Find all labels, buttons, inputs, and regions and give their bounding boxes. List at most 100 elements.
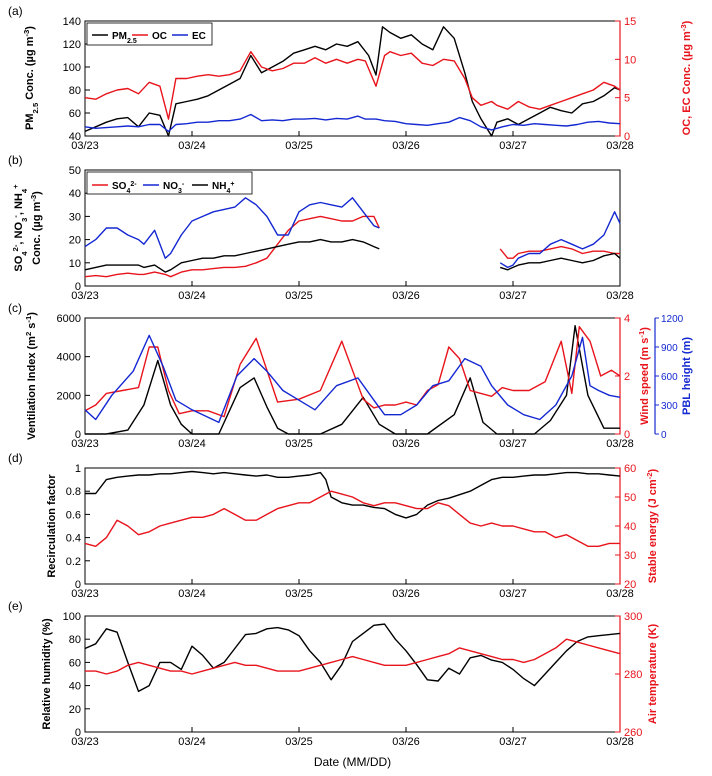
panel-e: (e) 03/23 03/24 03/25 03/26 03/27 03/28 0 20 40 60… [8, 599, 642, 748]
x-tick-label-d-4: 03/27 [499, 588, 527, 600]
y-right-tick-label-e-1: 280 [624, 669, 642, 681]
y-left-title-b1-part: , NH [13, 193, 25, 215]
y-left-tick-label-d-5: 1 [75, 463, 81, 475]
y-left-tick-label-b-2: 20 [69, 235, 81, 247]
x-tick-label-d-3: 03/26 [392, 588, 420, 600]
y-right-title-a: OC, EC Conc. (µg m-3) [679, 20, 694, 135]
y-right-title-d-part: ) [647, 468, 659, 472]
y-right-tick-label-d-4: 60 [624, 463, 636, 475]
legend-box-a [86, 22, 213, 46]
y-right2-tick-label-c-4: 1200 [661, 314, 684, 325]
series-line-c-pbl-height-0 [84, 334, 621, 424]
x-tick-label-c-4: 03/27 [499, 438, 527, 450]
y-left-tick-label-e-4: 80 [69, 634, 81, 646]
legend-b-nh4-label-part: 4 [226, 188, 230, 195]
y-left-tick-label-c-3: 6000 [57, 313, 81, 325]
y-left-title-b2-part: Conc. ( [31, 227, 43, 265]
y-left-tick-label-d-3: 0.6 [66, 509, 81, 521]
y-left-tick-label-b-4: 40 [69, 188, 81, 200]
y-left-tick-label-d-2: 0.4 [66, 533, 81, 545]
legend-a-ec-label: EC [192, 31, 206, 42]
y-left-tick-label-a-0: 40 [69, 131, 81, 143]
series-line-a-oc-0 [84, 51, 621, 120]
y-right-title-c-part: Wind speed (m s [639, 338, 651, 425]
y-left-title-b2: Conc. (µg m-3) [29, 191, 44, 265]
y-left-tick-label-b-3: 30 [69, 211, 81, 223]
y-left-tick-label-e-3: 60 [69, 657, 81, 669]
series-line-d-stable-energy-0 [84, 490, 620, 547]
legend-b-no3-label-part: 3 [178, 188, 182, 195]
legend-a-ec-label-part: EC [192, 31, 206, 42]
y-left-title-d-part: Recirculation factor [46, 474, 58, 578]
y-left-title-b1-part: 4 [20, 188, 29, 193]
y-right-title-a-part: g m [681, 31, 693, 51]
y-left-title-a-part: Conc. ( [24, 62, 36, 103]
y-left-tick-label-d-0: 0 [75, 579, 81, 591]
panel-a: (a) 03/23 03/24 03/25 03/26 03/27 03/28 40 60 80 1… [8, 4, 636, 152]
x-tick-label-b-5: 03/28 [606, 290, 634, 302]
x-tick-label-d-0: 03/23 [71, 588, 99, 600]
y-right-tick-label-a-2: 10 [624, 54, 636, 66]
y-right-tick-label-d-0: 20 [624, 579, 636, 591]
y-left-tick-label-a-1: 60 [69, 108, 81, 120]
series-line-c-ventilation-index-0 [85, 325, 620, 435]
y-left-tick-label-d-1: 0.2 [66, 556, 81, 568]
y-right-title-c: Wind speed (m s-1) [637, 327, 652, 425]
x-tick-label-c-2: 03/25 [285, 438, 313, 450]
legend-b-nh4-label-part: NH [212, 181, 226, 192]
x-tick-label-a-3: 03/26 [392, 140, 420, 152]
series-line-a-pm2-5-0 [84, 26, 621, 137]
legend-b-so4-label-part: SO [112, 181, 127, 192]
x-tick-label-e-4: 03/27 [499, 736, 527, 748]
y-right-tick-label-c-1: 2 [624, 371, 630, 383]
y-left-title-c-part: 2 [24, 332, 33, 336]
y-left-tick-label-e-0: 0 [75, 727, 81, 739]
y-left-title-b2-part: g m [31, 201, 43, 221]
legend-b-no3-label-part: - [182, 181, 185, 188]
y-right-title-e: Air temperature (K) [647, 624, 659, 725]
legend-b-so4-label-part: 4 [126, 188, 130, 195]
series-line-a-ec-0 [84, 113, 621, 133]
series-line-b-so4-2--0 [84, 215, 380, 278]
legend-b-nh4-label-part: + [230, 181, 234, 188]
legend-a-oc-label: OC [152, 31, 167, 42]
x-tick-label-b-4: 03/27 [499, 290, 527, 302]
x-tick-label-a-0: 03/23 [71, 140, 99, 152]
y-left-title-b2-part: µ [31, 221, 43, 227]
y-left-title-b2-part: ) [31, 191, 43, 195]
x-tick-label-c-1: 03/24 [178, 438, 206, 450]
y-left-title-b1-part: 2- [11, 244, 20, 251]
legend-b-no3-label: NO3- [163, 181, 185, 195]
panel-tag-b: (b) [8, 153, 23, 167]
y-left-tick-label-b-1: 10 [69, 258, 81, 270]
legend-a-pm25-label-part: 2.5 [127, 38, 137, 45]
y-right-title-a-part: ) [681, 20, 693, 24]
y-right-tick-label-d-2: 40 [624, 521, 636, 533]
y-left-tick-label-e-2: 40 [69, 681, 81, 693]
series-line-b-nh4--1 [499, 252, 621, 271]
x-tick-label-e-3: 03/26 [392, 736, 420, 748]
y-left-title-e-part: Relative humidity (%) [41, 618, 53, 730]
y-left-title-c-part: s [26, 323, 38, 332]
x-tick-label-c-5: 03/28 [606, 438, 634, 450]
y-right-tick-label-a-1: 5 [624, 93, 630, 105]
y-right-tick-label-e-2: 300 [624, 611, 642, 623]
y-left-title-d: Recirculation factor [46, 474, 58, 578]
y-left-title-c-part: ) [26, 312, 38, 316]
legend-a-oc-label-part: OC [152, 31, 167, 42]
series-line-e-air-temperature-0 [85, 638, 621, 675]
y-left-title-b1-part: 4 [20, 251, 29, 256]
x-tick-label-a-4: 03/27 [499, 140, 527, 152]
y-left-title-b1: SO42-, NO3-, NH4+ [11, 184, 29, 272]
y-left-title-a-part: g m [24, 36, 36, 56]
y-left-title-a-part: µ [24, 56, 36, 62]
y-left-tick-label-a-3: 100 [63, 62, 81, 74]
series-line-b-so4-2--1 [499, 245, 620, 259]
y-left-title-a-part: PM [24, 113, 36, 130]
x-tick-label-a-5: 03/28 [606, 140, 634, 152]
y-left-tick-label-b-0: 0 [75, 281, 81, 293]
legend-a-pm25-label: PM2.5 [112, 31, 137, 45]
y-left-tick-label-a-2: 80 [69, 85, 81, 97]
y-right-title-d-part: -2 [645, 472, 654, 479]
y-left-title-b1-part: + [11, 184, 20, 189]
